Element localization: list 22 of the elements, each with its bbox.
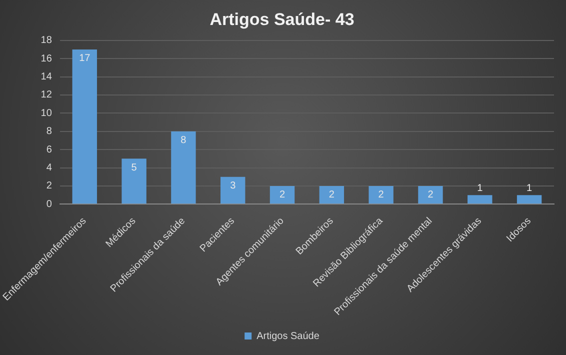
data-label: 5 bbox=[131, 162, 138, 174]
data-label: 2 bbox=[279, 190, 286, 201]
y-tick-label: 0 bbox=[46, 198, 52, 210]
y-tick-label: 16 bbox=[40, 53, 52, 64]
data-label: 8 bbox=[180, 135, 187, 146]
data-label: 1 bbox=[477, 182, 484, 194]
y-tick-label: 10 bbox=[40, 108, 52, 119]
data-label: 1 bbox=[526, 182, 533, 194]
data-label: 17 bbox=[79, 53, 91, 64]
chart-title: Artigos Saúde- 43 bbox=[210, 10, 354, 29]
data-label: 2 bbox=[328, 190, 335, 201]
y-tick-label: 18 bbox=[40, 35, 52, 46]
data-label: 2 bbox=[428, 190, 434, 201]
data-label: 2 bbox=[378, 190, 384, 201]
data-label: 3 bbox=[230, 180, 236, 192]
y-tick-label: 12 bbox=[40, 90, 52, 101]
y-tick-label: 8 bbox=[46, 126, 52, 138]
y-tick-label: 4 bbox=[46, 162, 52, 174]
y-tick-label: 2 bbox=[46, 180, 52, 192]
legend-label: Artigos Saúde bbox=[256, 330, 320, 342]
y-tick-label: 6 bbox=[46, 144, 52, 156]
y-tick-label: 14 bbox=[40, 72, 52, 83]
